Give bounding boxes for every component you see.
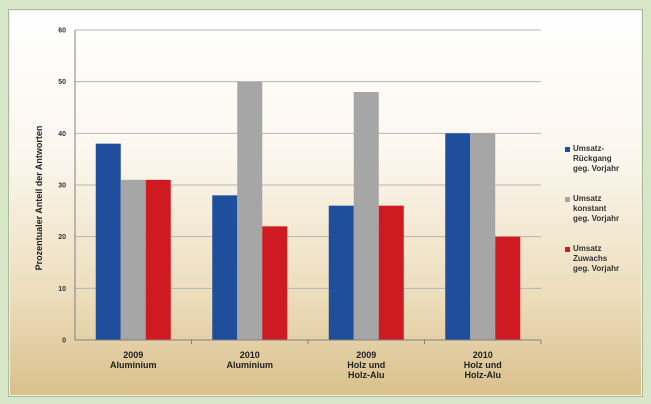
y-tick-label: 20 bbox=[58, 234, 66, 241]
y-tick-label: 50 bbox=[58, 79, 66, 86]
bar-2-3 bbox=[353, 92, 379, 340]
bars bbox=[95, 81, 521, 341]
axes bbox=[74, 30, 542, 344]
bar-3-1 bbox=[145, 179, 171, 340]
axis-labels: 0 10 20 30 40 50 60 2009 Aluminium 2010 Aluminium 2… bbox=[58, 28, 502, 381]
bar-3-4 bbox=[495, 236, 521, 340]
x-tick-label: 2010 Holz und Holz-Alu bbox=[464, 350, 502, 380]
legend-swatch bbox=[565, 247, 570, 252]
bar-1-2 bbox=[212, 195, 238, 340]
legend-swatch bbox=[565, 197, 570, 202]
bar-2-2 bbox=[237, 81, 263, 341]
y-axis-title: Prozentualer Anteil der Antworten bbox=[34, 126, 44, 271]
legend-swatch bbox=[565, 147, 570, 152]
bar-1-4 bbox=[445, 133, 471, 340]
legend-label: Umsatz konstant geg. Vorjahr bbox=[573, 194, 620, 223]
y-tick-label: 0 bbox=[62, 338, 66, 345]
legend-item: Umsatz- Rückgang geg. Vorjahr bbox=[565, 144, 651, 174]
legend-label: Umsatz Zuwachs geg. Vorjahr bbox=[573, 244, 620, 273]
bar-chart: 0 10 20 30 40 50 60 2009 Aluminium 2010 Aluminium 2… bbox=[34, 28, 542, 381]
legend-label: Umsatz- Rückgang geg. Vorjahr bbox=[573, 144, 620, 173]
chart-frame: 0 10 20 30 40 50 60 2009 Aluminium 2010 Aluminium 2… bbox=[8, 9, 643, 397]
bar-3-2 bbox=[262, 226, 288, 340]
legend-item: Umsatz Zuwachs geg. Vorjahr bbox=[565, 244, 651, 274]
bar-1-3 bbox=[328, 205, 354, 340]
x-tick-label: 2009 Aluminium bbox=[110, 350, 157, 370]
y-tick-label: 60 bbox=[58, 28, 66, 35]
legend: Umsatz- Rückgang geg. Vorjahr Umsatz kons… bbox=[565, 144, 651, 294]
y-tick-label: 30 bbox=[58, 183, 66, 190]
x-tick-label: 2010 Aluminium bbox=[227, 350, 274, 370]
x-tick-label: 2009 Holz und Holz-Alu bbox=[347, 350, 385, 380]
y-tick-label: 40 bbox=[58, 131, 66, 138]
bar-1-1 bbox=[95, 143, 121, 340]
bar-3-3 bbox=[378, 205, 404, 340]
y-tick-label: 10 bbox=[58, 286, 66, 293]
legend-item: Umsatz konstant geg. Vorjahr bbox=[565, 194, 651, 224]
bar-2-1 bbox=[120, 179, 146, 340]
bar-2-4 bbox=[470, 133, 496, 340]
